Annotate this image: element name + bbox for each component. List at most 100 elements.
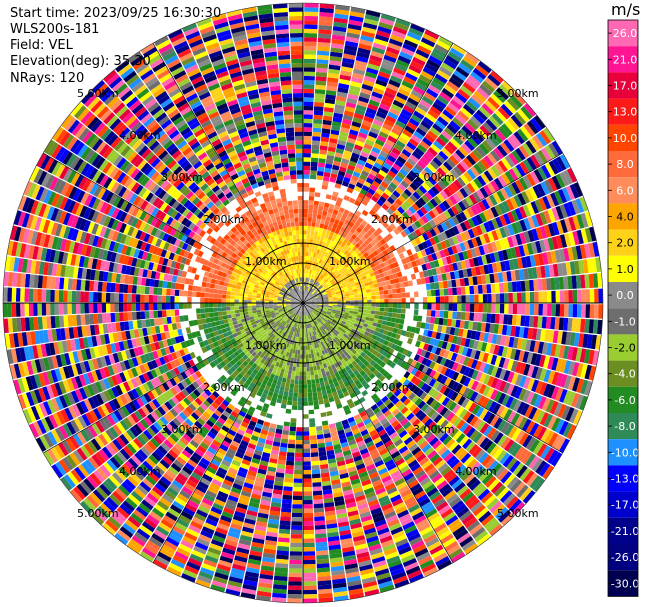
velocity-gate	[349, 85, 361, 92]
velocity-gate	[308, 204, 314, 210]
velocity-gate	[537, 149, 548, 164]
velocity-gate	[453, 166, 463, 177]
velocity-gate	[403, 39, 418, 49]
velocity-gate	[472, 191, 482, 203]
velocity-gate	[480, 158, 491, 170]
velocity-gate	[582, 259, 589, 274]
velocity-gate	[367, 299, 372, 303]
velocity-gate	[419, 140, 430, 150]
velocity-gate	[420, 277, 426, 285]
velocity-gate	[436, 242, 443, 251]
velocity-gate	[541, 278, 547, 291]
velocity-gate	[393, 123, 404, 133]
velocity-gate	[414, 245, 421, 253]
velocity-gate	[341, 232, 348, 239]
velocity-gate	[421, 182, 431, 192]
velocity-gate	[280, 158, 289, 164]
velocity-gate	[123, 303, 128, 312]
velocity-gate	[308, 247, 312, 253]
velocity-gate	[363, 233, 370, 240]
velocity-gate	[324, 267, 329, 272]
velocity-gate	[387, 42, 402, 51]
velocity-gate	[371, 266, 378, 272]
velocity-gate	[355, 163, 364, 170]
velocity-gate	[430, 289, 436, 297]
velocity-gate	[323, 202, 330, 208]
velocity-gate	[330, 245, 336, 251]
velocity-gate	[495, 293, 501, 303]
velocity-gate	[316, 249, 321, 255]
velocity-gate	[313, 110, 324, 116]
velocity-gate	[427, 176, 437, 186]
velocity-gate	[460, 286, 466, 295]
velocity-gate	[381, 203, 389, 211]
velocity-gate	[312, 290, 316, 295]
velocity-gate	[348, 267, 354, 273]
velocity-gate	[54, 290, 59, 302]
velocity-gate	[497, 250, 505, 262]
velocity-gate	[309, 278, 313, 283]
velocity-gate	[424, 179, 434, 189]
velocity-gate	[311, 222, 316, 227]
velocity-gate	[161, 295, 166, 303]
velocity-gate	[400, 47, 415, 57]
velocity-gate	[101, 281, 107, 292]
velocity-gate	[521, 256, 528, 269]
velocity-gate	[200, 286, 206, 293]
velocity-gate	[222, 286, 228, 291]
velocity-gate	[284, 123, 294, 129]
velocity-gate	[522, 142, 533, 156]
velocity-gate	[332, 223, 338, 229]
velocity-gate	[466, 154, 477, 166]
velocity-gate	[456, 176, 466, 188]
velocity-gate	[434, 98, 447, 109]
velocity-gate	[343, 268, 349, 273]
velocity-gate	[352, 148, 362, 155]
velocity-gate	[347, 93, 359, 101]
velocity-gate	[330, 289, 335, 293]
velocity-gate	[366, 243, 373, 250]
velocity-gate	[303, 298, 304, 303]
velocity-gate	[204, 297, 209, 303]
velocity-gate	[222, 290, 227, 295]
velocity-gate	[289, 11, 303, 17]
velocity-gate	[474, 203, 483, 214]
velocity-gate	[416, 209, 425, 218]
velocity-gate	[114, 312, 120, 322]
velocity-gate	[345, 102, 357, 109]
velocity-gate	[406, 185, 416, 194]
velocity-gate	[294, 217, 299, 222]
velocity-gate	[494, 204, 503, 216]
velocity-gate	[235, 288, 241, 293]
velocity-gate	[516, 281, 522, 292]
velocity-gate	[559, 234, 568, 248]
velocity-gate	[427, 254, 434, 262]
velocity-gate	[494, 177, 504, 190]
velocity-gate	[519, 219, 528, 232]
velocity-gate	[183, 315, 189, 322]
velocity-gate	[471, 93, 484, 106]
velocity-gate	[309, 187, 316, 193]
velocity-gate	[333, 156, 342, 163]
velocity-gate	[493, 251, 500, 262]
velocity-gate	[347, 275, 353, 280]
velocity-gate	[356, 227, 363, 234]
velocity-gate	[323, 284, 328, 288]
velocity-gate	[383, 235, 390, 243]
velocity-gate	[329, 278, 335, 283]
velocity-gate	[371, 46, 386, 55]
velocity-gate	[174, 309, 180, 316]
velocity-gate	[423, 255, 430, 264]
velocity-gate	[509, 196, 519, 209]
velocity-gate	[426, 163, 437, 173]
velocity-gate	[305, 286, 307, 291]
velocity-gate	[358, 155, 368, 163]
velocity-gate	[105, 303, 111, 313]
velocity-gate	[316, 218, 321, 224]
velocity-gate	[309, 191, 315, 197]
velocity-gate	[339, 289, 345, 293]
velocity-gate	[328, 254, 334, 260]
velocity-gate	[334, 287, 339, 291]
velocity-gate	[512, 292, 518, 303]
velocity-gate	[446, 158, 456, 169]
